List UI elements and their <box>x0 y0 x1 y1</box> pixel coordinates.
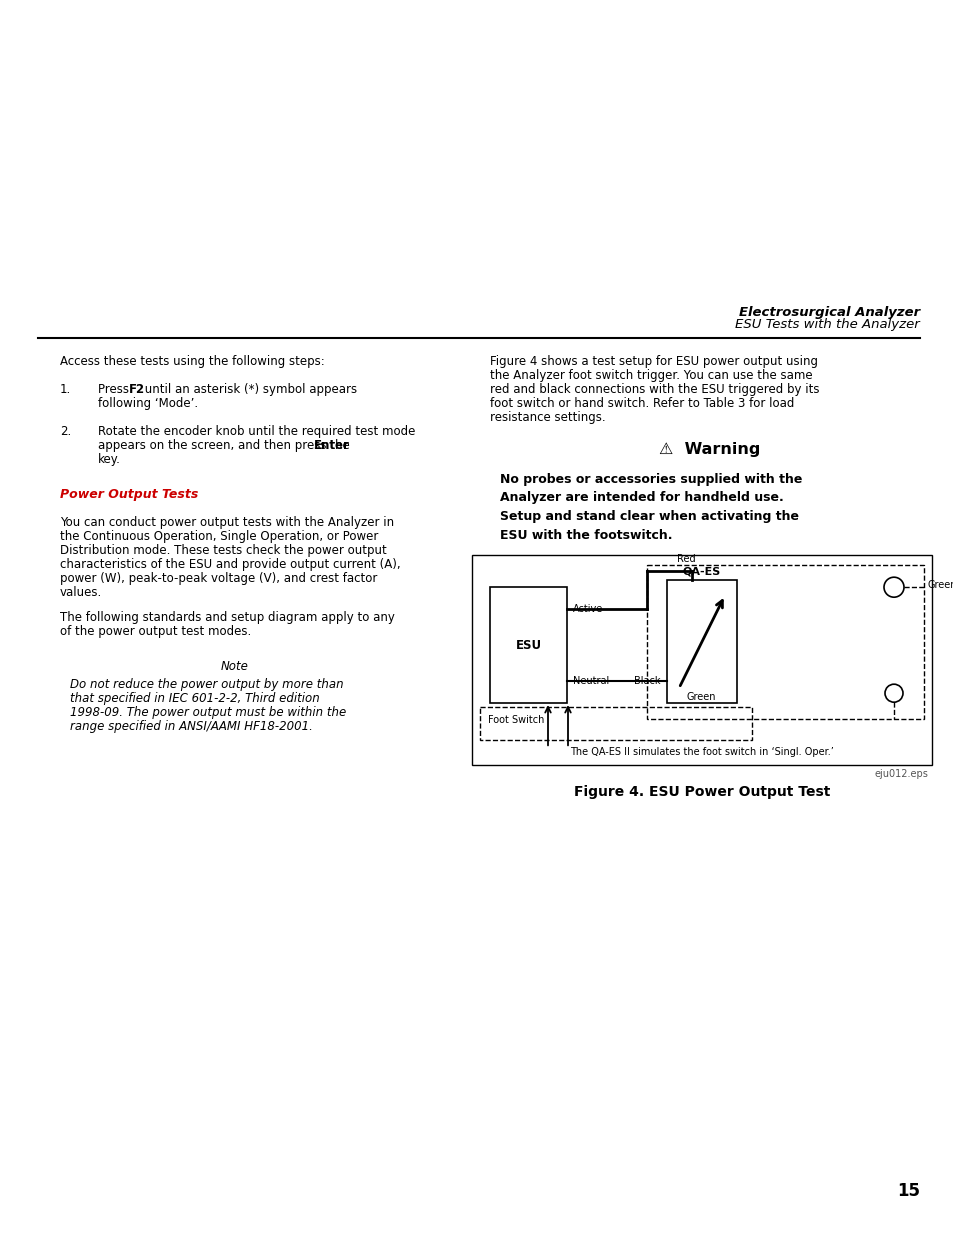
Text: The QA-ES II simulates the foot switch in ‘Singl. Oper.’: The QA-ES II simulates the foot switch i… <box>570 747 833 757</box>
Text: foot switch or hand switch. Refer to Table 3 for load: foot switch or hand switch. Refer to Tab… <box>490 396 794 410</box>
Text: ⚠  Warning: ⚠ Warning <box>659 442 760 457</box>
Text: Foot Switch: Foot Switch <box>488 715 544 725</box>
Text: Rotate the encoder knob until the required test mode: Rotate the encoder knob until the requir… <box>98 425 415 438</box>
Text: the Continuous Operation, Single Operation, or Power: the Continuous Operation, Single Operati… <box>60 530 378 543</box>
Text: following ‘Mode’.: following ‘Mode’. <box>98 396 198 410</box>
Text: Setup and stand clear when activating the: Setup and stand clear when activating th… <box>499 510 799 524</box>
Bar <box>479 708 751 740</box>
Text: resistance settings.: resistance settings. <box>490 411 605 424</box>
Text: that specified in IEC 601-2-2, Third edition: that specified in IEC 601-2-2, Third edi… <box>70 693 319 705</box>
Text: 1.: 1. <box>60 383 71 396</box>
Circle shape <box>884 684 902 703</box>
Text: key.: key. <box>98 453 121 466</box>
Bar <box>666 580 737 703</box>
Text: eju012.eps: eju012.eps <box>873 769 927 779</box>
Bar <box>646 566 923 719</box>
Text: Note: Note <box>221 661 249 673</box>
Bar <box>490 587 566 703</box>
Text: ESU Tests with the Analyzer: ESU Tests with the Analyzer <box>735 317 919 331</box>
Text: You can conduct power output tests with the Analyzer in: You can conduct power output tests with … <box>60 516 394 529</box>
Text: Figure 4 shows a test setup for ESU power output using: Figure 4 shows a test setup for ESU powe… <box>490 354 817 368</box>
Text: No probes or accessories supplied with the: No probes or accessories supplied with t… <box>499 473 801 485</box>
Text: Black: Black <box>634 677 660 687</box>
Text: values.: values. <box>60 585 102 599</box>
Text: Green: Green <box>927 580 953 590</box>
Text: 2.: 2. <box>60 425 71 438</box>
Text: 15: 15 <box>896 1182 919 1200</box>
Text: characteristics of the ESU and provide output current (A),: characteristics of the ESU and provide o… <box>60 558 400 571</box>
Text: ESU with the footswitch.: ESU with the footswitch. <box>499 530 672 542</box>
Text: Electrosurgical Analyzer: Electrosurgical Analyzer <box>739 306 919 319</box>
Bar <box>472 556 931 766</box>
Text: Distribution mode. These tests check the power output: Distribution mode. These tests check the… <box>60 543 386 557</box>
Text: The following standards and setup diagram apply to any: The following standards and setup diagra… <box>60 611 395 624</box>
Text: Red: Red <box>677 555 695 564</box>
Circle shape <box>883 577 903 598</box>
Text: of the power output test modes.: of the power output test modes. <box>60 625 251 638</box>
Text: ESU: ESU <box>515 638 541 652</box>
Text: until an asterisk (*) symbol appears: until an asterisk (*) symbol appears <box>141 383 356 396</box>
Text: Figure 4. ESU Power Output Test: Figure 4. ESU Power Output Test <box>573 785 829 799</box>
Text: F2: F2 <box>129 383 145 396</box>
Text: Access these tests using the following steps:: Access these tests using the following s… <box>60 354 324 368</box>
Text: Green: Green <box>686 692 716 703</box>
Text: 1998-09. The power output must be within the: 1998-09. The power output must be within… <box>70 706 346 720</box>
Text: Analyzer are intended for handheld use.: Analyzer are intended for handheld use. <box>499 492 783 505</box>
Text: the Analyzer foot switch trigger. You can use the same: the Analyzer foot switch trigger. You ca… <box>490 369 812 382</box>
Text: Do not reduce the power output by more than: Do not reduce the power output by more t… <box>70 678 343 692</box>
Text: power (W), peak-to-peak voltage (V), and crest factor: power (W), peak-to-peak voltage (V), and… <box>60 572 377 585</box>
Text: Press: Press <box>98 383 132 396</box>
Text: range specified in ANSI/AAMI HF18-2001.: range specified in ANSI/AAMI HF18-2001. <box>70 720 313 734</box>
Text: Neutral: Neutral <box>573 677 609 687</box>
Text: QA-ES: QA-ES <box>682 566 720 577</box>
Text: Power Output Tests: Power Output Tests <box>60 488 198 501</box>
Text: red and black connections with the ESU triggered by its: red and black connections with the ESU t… <box>490 383 819 396</box>
Text: Active: Active <box>573 604 602 614</box>
Text: Enter: Enter <box>314 438 350 452</box>
Text: appears on the screen, and then press the: appears on the screen, and then press th… <box>98 438 354 452</box>
